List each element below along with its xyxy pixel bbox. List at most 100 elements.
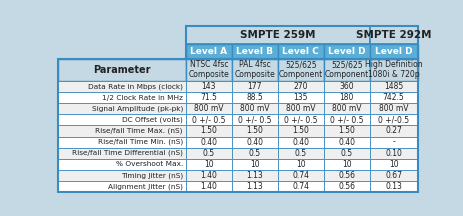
Bar (369, 159, 417, 170)
Bar (369, 92, 417, 103)
Text: % Overshoot Max.: % Overshoot Max. (115, 161, 182, 167)
Text: Signal Amplitude (pk-pk): Signal Amplitude (pk-pk) (91, 105, 182, 112)
Bar (58, 59, 186, 81)
Bar (58, 170, 186, 181)
Text: 1485: 1485 (383, 82, 402, 91)
Bar (277, 92, 323, 103)
Bar (58, 181, 186, 192)
Bar (186, 59, 232, 81)
Text: 800 mV: 800 mV (378, 104, 407, 113)
Text: SMPTE 292M: SMPTE 292M (355, 30, 431, 40)
Bar (186, 114, 232, 125)
Text: 0.13: 0.13 (384, 182, 401, 191)
Text: 0 +/-0.5: 0 +/-0.5 (377, 115, 408, 124)
Text: High Definition
1080i & 720p: High Definition 1080i & 720p (364, 60, 421, 79)
Text: Timing Jitter (nS): Timing Jitter (nS) (120, 172, 182, 179)
Bar (369, 114, 417, 125)
Bar (277, 81, 323, 92)
Text: 0.74: 0.74 (292, 182, 308, 191)
Bar (232, 81, 277, 92)
Bar (277, 181, 323, 192)
Text: 742.5: 742.5 (382, 93, 404, 102)
Text: 10: 10 (341, 160, 351, 169)
Bar (369, 125, 417, 137)
Text: 0.40: 0.40 (338, 138, 354, 147)
Bar (277, 59, 323, 81)
Text: 0.5: 0.5 (202, 149, 214, 158)
Text: 10: 10 (204, 160, 213, 169)
Text: 0 +/- 0.5: 0 +/- 0.5 (329, 115, 363, 124)
Text: 143: 143 (201, 82, 216, 91)
Text: Level D: Level D (374, 47, 412, 56)
Bar (232, 103, 277, 114)
Bar (232, 170, 277, 181)
Bar (277, 148, 323, 159)
Text: Data Rate in Mbps (clock): Data Rate in Mbps (clock) (88, 83, 182, 90)
Bar (369, 59, 417, 81)
Bar (186, 103, 232, 114)
Bar (186, 92, 232, 103)
Bar (186, 181, 232, 192)
Bar (277, 170, 323, 181)
Text: 135: 135 (293, 93, 307, 102)
Bar (369, 26, 417, 44)
Bar (323, 159, 369, 170)
Bar (58, 159, 186, 170)
Bar (58, 137, 186, 148)
Text: 1/2 Clock Rate in MHz: 1/2 Clock Rate in MHz (102, 95, 182, 100)
Bar (232, 92, 277, 103)
Text: 10: 10 (250, 160, 259, 169)
Text: 0.5: 0.5 (248, 149, 260, 158)
Bar (323, 137, 369, 148)
Text: 1.13: 1.13 (246, 182, 263, 191)
Bar (186, 125, 232, 137)
Text: Rise/fall Time Differential (nS): Rise/fall Time Differential (nS) (72, 150, 182, 156)
Bar (323, 59, 369, 81)
Text: 800 mV: 800 mV (331, 104, 361, 113)
Bar (58, 148, 186, 159)
Bar (369, 181, 417, 192)
Bar (369, 81, 417, 92)
Text: 0.40: 0.40 (200, 138, 217, 147)
Bar (58, 92, 186, 103)
Text: 0.10: 0.10 (384, 149, 401, 158)
Text: 1.13: 1.13 (246, 171, 263, 180)
Bar (232, 114, 277, 125)
Text: 0.40: 0.40 (246, 138, 263, 147)
Text: SMPTE 259M: SMPTE 259M (239, 30, 315, 40)
Bar (277, 114, 323, 125)
Bar (369, 137, 417, 148)
Text: 0.27: 0.27 (384, 126, 401, 135)
Text: 1.40: 1.40 (200, 182, 217, 191)
Text: Level D: Level D (327, 47, 365, 56)
Bar (369, 44, 417, 59)
Text: 1.40: 1.40 (200, 171, 217, 180)
Text: 0.5: 0.5 (340, 149, 352, 158)
Text: 180: 180 (339, 93, 353, 102)
Bar (323, 81, 369, 92)
Text: 71.5: 71.5 (200, 93, 217, 102)
Bar (369, 103, 417, 114)
Text: 0 +/- 0.5: 0 +/- 0.5 (238, 115, 271, 124)
Text: 0.67: 0.67 (384, 171, 401, 180)
Text: 177: 177 (247, 82, 262, 91)
Text: 10: 10 (388, 160, 398, 169)
Bar (369, 148, 417, 159)
Text: Rise/fall Time Min. (nS): Rise/fall Time Min. (nS) (98, 139, 182, 145)
Text: 0.40: 0.40 (292, 138, 308, 147)
Bar (232, 137, 277, 148)
Bar (58, 26, 186, 44)
Text: 800 mV: 800 mV (194, 104, 223, 113)
Bar (232, 59, 277, 81)
Bar (323, 92, 369, 103)
Bar (369, 170, 417, 181)
Bar (58, 114, 186, 125)
Text: 1.50: 1.50 (292, 126, 308, 135)
Text: Rise/fall Time Max. (nS): Rise/fall Time Max. (nS) (95, 128, 182, 134)
Text: 0 +/- 0.5: 0 +/- 0.5 (283, 115, 317, 124)
Bar (186, 170, 232, 181)
Bar (232, 125, 277, 137)
Bar (277, 44, 323, 59)
Bar (186, 44, 232, 59)
Bar (323, 114, 369, 125)
